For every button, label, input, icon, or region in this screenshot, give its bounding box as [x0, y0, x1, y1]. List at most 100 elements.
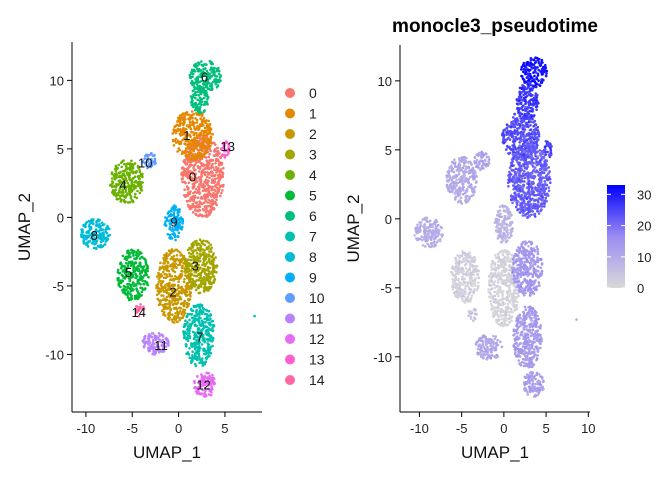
- data-point: [192, 72, 195, 76]
- data-point: [184, 127, 188, 131]
- data-point: [476, 165, 480, 169]
- data-point: [190, 114, 193, 117]
- data-point: [195, 140, 199, 144]
- data-point: [192, 105, 195, 109]
- data-point: [124, 194, 127, 197]
- data-point: [184, 266, 188, 270]
- data-point: [194, 201, 197, 204]
- data-point: [517, 177, 521, 181]
- data-point: [532, 71, 535, 74]
- data-point: [166, 312, 170, 316]
- data-point: [163, 261, 166, 265]
- data-point: [202, 290, 206, 293]
- data-point: [526, 216, 529, 219]
- data-point: [513, 112, 516, 116]
- data-point: [198, 358, 202, 361]
- data-point: [204, 254, 208, 257]
- data-point: [121, 160, 124, 163]
- data-point: [193, 317, 197, 321]
- data-point: [217, 182, 220, 185]
- data-point: [520, 117, 524, 120]
- data-point: [173, 125, 176, 129]
- data-point: [83, 225, 87, 229]
- data-point: [517, 102, 521, 105]
- pseudotime-points: [413, 56, 578, 398]
- data-point: [203, 395, 207, 398]
- data-point: [96, 244, 100, 248]
- data-point: [478, 160, 481, 164]
- data-point: [200, 215, 204, 218]
- data-point: [126, 294, 129, 297]
- data-point: [199, 361, 202, 364]
- data-point: [514, 198, 518, 201]
- data-point: [166, 212, 170, 215]
- data-point: [207, 119, 210, 123]
- data-point: [475, 161, 478, 165]
- data-point: [183, 312, 187, 315]
- legend-label: 3: [309, 147, 317, 163]
- data-point: [116, 268, 120, 272]
- data-point: [480, 166, 483, 170]
- data-point: [522, 183, 525, 187]
- data-point: [181, 270, 184, 273]
- data-point: [508, 147, 512, 150]
- data-point: [529, 143, 532, 146]
- data-point: [163, 268, 166, 271]
- data-point: [159, 261, 162, 265]
- plot-title: monocle3_pseudotime: [392, 16, 598, 37]
- data-point: [203, 349, 206, 352]
- data-point: [547, 142, 550, 145]
- data-point: [166, 265, 169, 269]
- data-point: [192, 191, 195, 195]
- data-point: [184, 181, 187, 185]
- data-point: [538, 184, 541, 187]
- data-point: [188, 280, 192, 284]
- data-point: [194, 108, 197, 112]
- data-point: [165, 295, 169, 299]
- data-point: [200, 121, 204, 124]
- data-point: [545, 174, 548, 177]
- data-point: [508, 138, 512, 141]
- y-tick-label: -5: [52, 279, 64, 294]
- data-point: [538, 168, 542, 172]
- data-point: [177, 218, 181, 222]
- data-point: [170, 251, 173, 254]
- data-point: [180, 253, 183, 256]
- data-point: [195, 251, 199, 255]
- data-point: [206, 371, 209, 375]
- data-point: [536, 209, 539, 213]
- data-point: [518, 175, 522, 178]
- data-point: [174, 274, 177, 278]
- data-point: [204, 178, 208, 181]
- data-point: [533, 215, 537, 218]
- legend-label: 1: [309, 106, 317, 122]
- data-point: [177, 280, 180, 283]
- data-point: [140, 290, 144, 294]
- data-point: [175, 254, 179, 257]
- data-point: [522, 63, 526, 67]
- data-point: [171, 265, 174, 268]
- data-point: [530, 80, 533, 83]
- data-point: [211, 329, 215, 332]
- data-point: [181, 138, 184, 142]
- data-point: [94, 224, 98, 227]
- data-point: [205, 328, 208, 332]
- data-point: [526, 85, 530, 89]
- data-point: [188, 356, 191, 360]
- data-point: [536, 136, 539, 139]
- data-point: [516, 129, 519, 133]
- data-point: [157, 332, 161, 335]
- data-point: [212, 207, 216, 211]
- data-point: [218, 178, 221, 182]
- data-point: [538, 160, 541, 164]
- data-point: [195, 80, 198, 84]
- data-point: [485, 162, 488, 166]
- data-point: [200, 277, 204, 280]
- data-point: [535, 77, 539, 81]
- data-point: [140, 275, 143, 279]
- data-point: [200, 175, 203, 178]
- data-point: [208, 130, 211, 133]
- data-point: [543, 184, 546, 187]
- data-point: [166, 261, 170, 265]
- data-point: [176, 299, 180, 302]
